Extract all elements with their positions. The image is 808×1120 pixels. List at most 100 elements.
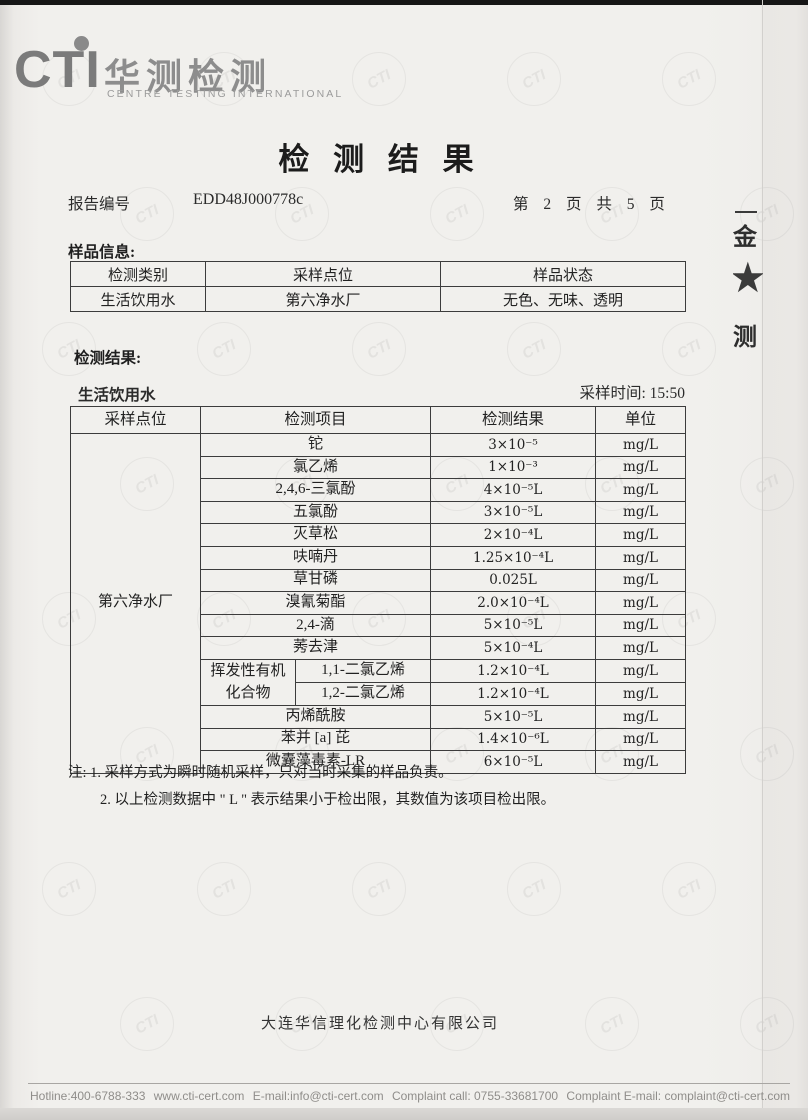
unit-cell: mg/L (595, 478, 687, 502)
cti-watermark-text: CTI (674, 65, 704, 93)
seal-star-icon: ★ (733, 256, 763, 302)
scan-top-edge (0, 0, 808, 5)
sample-info-section-label: 样品信息: (68, 244, 136, 261)
result-value-cell: 5×10⁻⁴L (430, 636, 597, 660)
results-header-unit: 单位 (595, 406, 687, 434)
footer-contact-bar: Hotline:400-6788-333 www.cti-cert.com E-… (30, 1089, 790, 1103)
footer-hotline: Hotline:400-6788-333 (30, 1089, 146, 1103)
cti-watermark-text: CTI (674, 335, 704, 363)
cti-watermark-text: CTI (442, 200, 472, 228)
cti-watermark-text: CTI (54, 875, 84, 903)
cti-watermark: CTI (662, 322, 716, 376)
result-value-cell: 1.4×10⁻⁶L (430, 727, 597, 752)
footer-email: E-mail:info@cti-cert.com (252, 1089, 384, 1103)
report-no-label: 报告编号 (68, 196, 131, 213)
results-row: 苯并 [a] 芘 1.4×10⁻⁶L mg/L (71, 727, 687, 752)
cti-watermark-text: CTI (209, 335, 239, 363)
item-name-cell: 1,1-二氯乙烯 (294, 658, 432, 683)
result-value-cell: 6×10⁻⁵L (430, 750, 597, 774)
sample-info-value-row: 生活饮用水 第六净水厂 无色、无味、透明 (70, 286, 686, 312)
cti-watermark-text: CTI (674, 875, 704, 903)
result-value-cell: 4×10⁻⁵L (430, 478, 597, 502)
result-value-cell: 1.2×10⁻⁴L (430, 658, 597, 683)
sample-info-header-row: 检测类别 采样点位 样品状态 (70, 261, 686, 287)
footer-complaint-call: Complaint call: 0755-33681700 (391, 1089, 559, 1103)
unit-cell: mg/L (595, 658, 687, 683)
sample-header-location: 采样点位 (205, 261, 441, 287)
company-name-cn: 华测检测 (104, 57, 273, 97)
results-header-location: 采样点位 (70, 406, 201, 434)
cti-watermark: CTI (197, 322, 251, 376)
cti-watermark: CTI (197, 862, 251, 916)
unit-cell: mg/L (595, 500, 687, 525)
item-name-cell: 莠去津 (199, 636, 432, 660)
results-row: 氯乙烯 1×10⁻³ mg/L (71, 455, 687, 480)
cti-watermark-text: CTI (519, 65, 549, 93)
unit-cell: mg/L (595, 727, 687, 752)
results-row: 灭草松 2×10⁻⁴L mg/L (71, 523, 687, 547)
result-value-cell: 0.025L (430, 568, 597, 593)
sample-value-category: 生活饮用水 (70, 286, 206, 312)
results-row: 莠去津 5×10⁻⁴L mg/L (71, 636, 687, 660)
sample-value-state: 无色、无味、透明 (440, 286, 686, 312)
unit-cell: mg/L (595, 433, 687, 457)
note-1: 注: 1. 采样方式为瞬时随机采样，只对当时采集的样品负责。 (68, 765, 453, 781)
result-value-cell: 3×10⁻⁵ (430, 433, 597, 457)
results-row: 挥发性有机 化合物 1,1-二氯乙烯 1.2×10⁻⁴L mg/L (71, 658, 687, 706)
company-name-en: CENTRE TESTING INTERNATIONAL (107, 88, 344, 100)
sample-value-location: 第六净水厂 (205, 286, 441, 312)
seal-char-bottom: 测 (733, 325, 757, 351)
item-name-cell: 2,4-滴 (199, 613, 432, 638)
cti-watermark: CTI (42, 862, 96, 916)
unit-cell: mg/L (595, 545, 687, 570)
item-name-cell: 呋喃丹 (199, 545, 432, 570)
cti-watermark-text: CTI (752, 470, 782, 498)
seal-char-top: 金 (733, 225, 757, 251)
cti-watermark: CTI (507, 322, 561, 376)
unit-cell: mg/L (595, 591, 687, 615)
result-value-cell: 1.25×10⁻⁴L (430, 545, 597, 570)
footer-complaint-email: Complaint E-mail: complaint@cti-cert.com (566, 1089, 790, 1103)
result-value-cell: 1.2×10⁻⁴L (430, 681, 597, 706)
unit-cell: mg/L (595, 750, 687, 774)
result-value-cell: 2.0×10⁻⁴L (430, 591, 597, 615)
unit-cell: mg/L (595, 455, 687, 480)
notes-block: 注: 1. 采样方式为瞬时随机采样，只对当时采集的样品负责。 2. 以上检测数据… (68, 761, 668, 809)
footer-website: www.cti-cert.com (153, 1089, 245, 1103)
cti-watermark-text: CTI (519, 335, 549, 363)
cti-watermark: CTI (352, 322, 406, 376)
cti-watermark: CTI (740, 457, 794, 511)
cti-logo-text: CTI (14, 41, 101, 99)
item-name-cell: 溴氰菊酯 (199, 591, 432, 615)
cti-logo-dot-icon (74, 36, 89, 51)
item-name-cell: 1,2-二氯乙烯 (294, 681, 432, 706)
note-2: 2. 以上检测数据中 " L " 表示结果小于检出限，其数值为该项目检出限。 (100, 792, 556, 808)
sample-header-category: 检测类别 (70, 261, 206, 287)
item-name-cell: 微囊藻毒素-LR (199, 750, 432, 774)
issuing-company: 大连华信理化检测中心有限公司 (260, 1016, 499, 1032)
scan-bottom-edge (0, 1108, 808, 1120)
results-section-label: 检测结果: (74, 350, 142, 367)
sampling-location-cell: 第六净水厂 (70, 433, 201, 774)
cti-watermark-text: CTI (752, 740, 782, 768)
voc-group-cell: 挥发性有机 化合物 (200, 658, 296, 706)
item-name-cell: 苯并 [a] 芘 (199, 727, 432, 752)
result-value-cell: 1×10⁻³ (430, 455, 597, 480)
results-row: 丙烯酰胺 5×10⁻⁵L mg/L (71, 704, 687, 729)
results-table: 采样点位 检测项目 检测结果 单位 第六净水厂铊 3×10⁻⁵ mg/L 氯乙烯 1×1… (70, 406, 687, 774)
results-row: 第六净水厂铊 3×10⁻⁵ mg/L (70, 433, 687, 774)
results-row: 五氯酚 3×10⁻⁵L mg/L (71, 500, 687, 525)
cti-watermark: CTI (507, 862, 561, 916)
result-value-cell: 2×10⁻⁴L (430, 523, 597, 547)
unit-cell: mg/L (595, 568, 687, 593)
cti-watermark-text: CTI (209, 875, 239, 903)
cti-watermark-text: CTI (132, 200, 162, 228)
seal-dash-icon (735, 211, 757, 213)
page-number-info: 第 2 页 共 5 页 (513, 196, 665, 213)
cti-watermark: CTI (352, 52, 406, 106)
unit-cell: mg/L (595, 613, 687, 638)
page-fold-line (762, 0, 763, 1120)
unit-cell: mg/L (595, 681, 687, 706)
water-type-label: 生活饮用水 (78, 387, 156, 404)
